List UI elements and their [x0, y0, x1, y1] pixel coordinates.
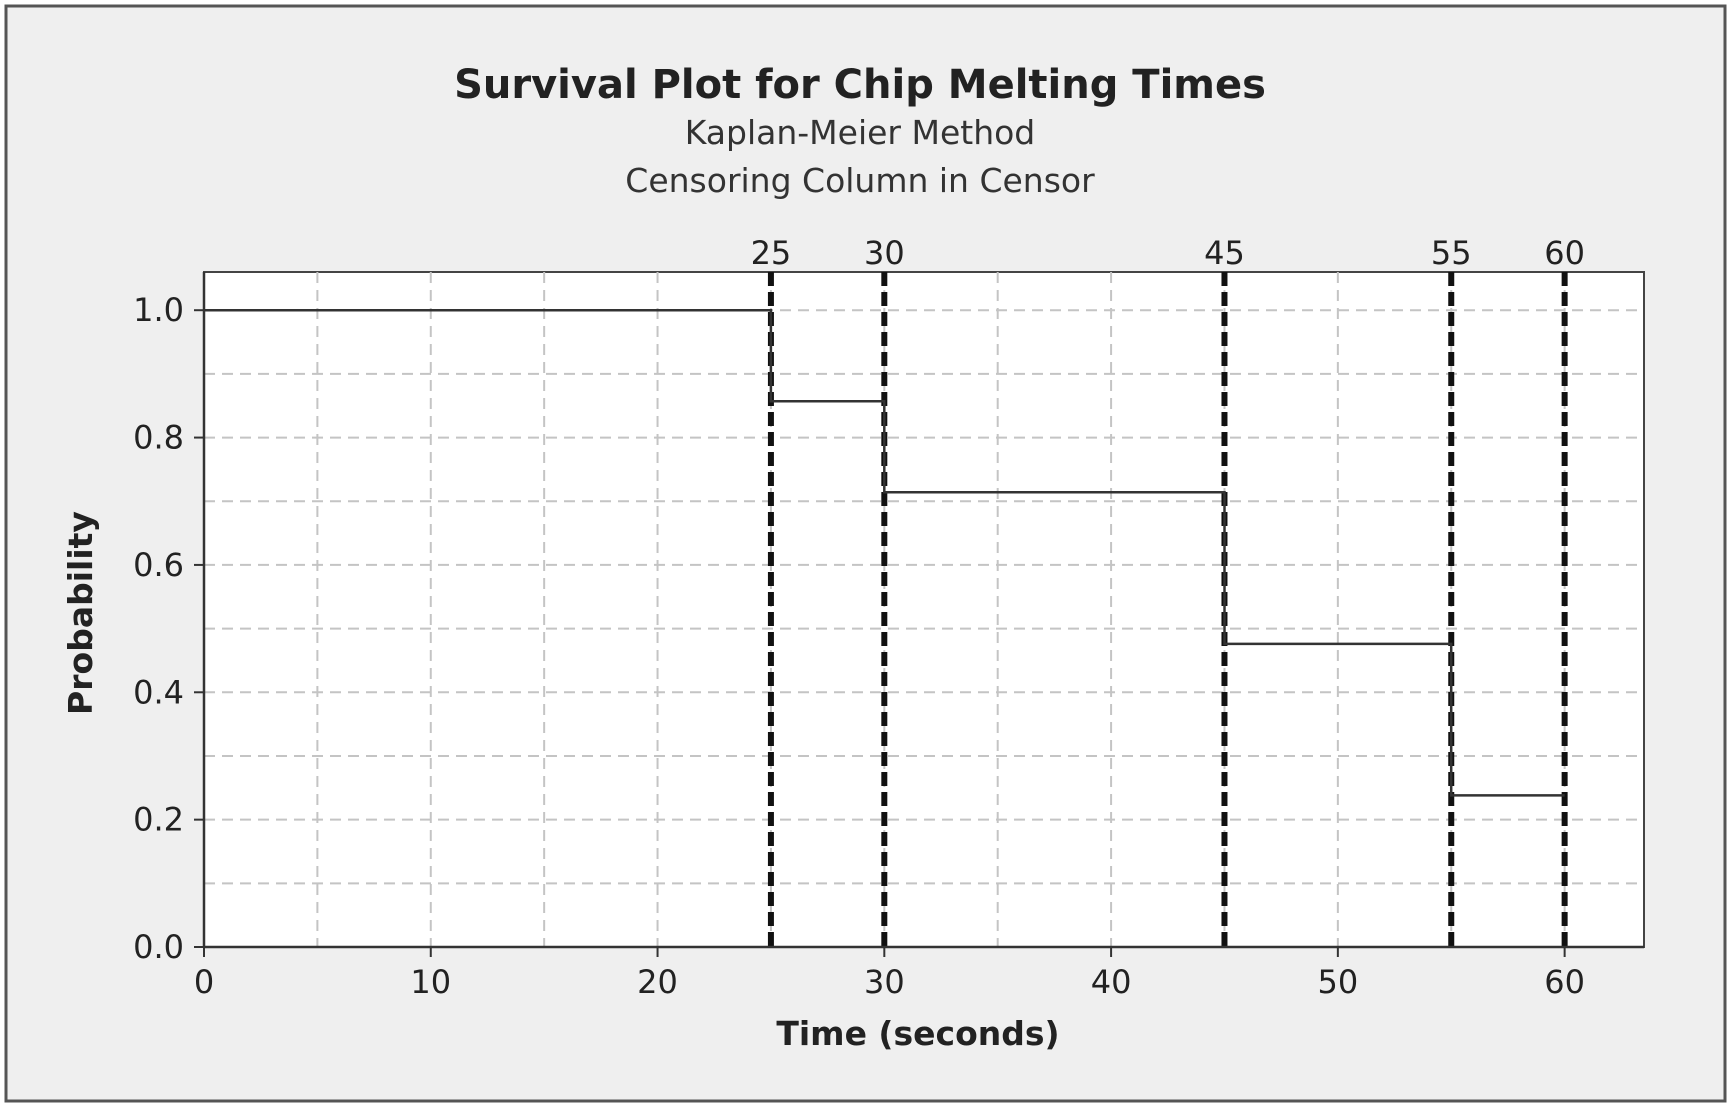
- x-tick-label: 20: [637, 963, 678, 1001]
- y-axis-title: Probability: [61, 511, 100, 715]
- y-tick-label: 0.4: [133, 673, 184, 711]
- x-axis-title: Time (seconds): [776, 1014, 1059, 1053]
- y-tick-label: 1.0: [133, 291, 184, 329]
- x-tick-label: 60: [1544, 963, 1585, 1001]
- reference-line-label: 30: [864, 234, 905, 272]
- chart-subtitle-method: Kaplan-Meier Method: [685, 113, 1036, 152]
- plot-area: [203, 271, 1645, 948]
- x-tick-label: 30: [864, 963, 905, 1001]
- x-tick-label: 50: [1317, 963, 1358, 1001]
- y-tick-label: 0.8: [133, 419, 184, 457]
- survival-series: [204, 308, 1565, 797]
- chart-title: Survival Plot for Chip Melting Times: [454, 62, 1266, 108]
- x-tick-label: 10: [410, 963, 451, 1001]
- survival-step-line: [204, 308, 1565, 797]
- tick-labels: 25 30 45 55 60 0 10 20 30 40 50 60 0.0 0.2 0.4 0.6 0.8 1.…: [133, 234, 1585, 1001]
- reference-line-label: 25: [751, 234, 792, 272]
- y-tick-label: 0.0: [133, 928, 184, 966]
- axes: [194, 272, 1644, 957]
- y-tick-label: 0.2: [133, 801, 184, 839]
- reference-line-label: 55: [1431, 234, 1472, 272]
- y-tick-label: 0.6: [133, 546, 184, 584]
- x-tick-label: 0: [194, 963, 214, 1001]
- x-tick-label: 40: [1091, 963, 1132, 1001]
- reference-line-label: 45: [1204, 234, 1245, 272]
- chart-subtitle-censoring: Censoring Column in Censor: [625, 161, 1095, 200]
- reference-line-label: 60: [1544, 234, 1585, 272]
